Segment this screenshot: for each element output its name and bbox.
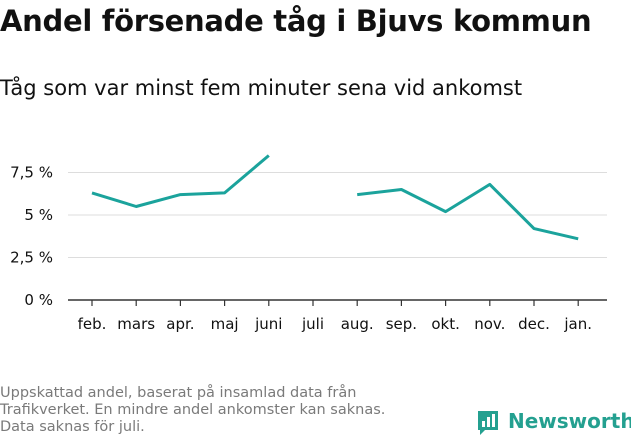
footnote-line-2: Trafikverket. En mindre andel ankomster …	[0, 402, 386, 418]
y-tick-label: 5 %	[24, 206, 53, 224]
y-tick-label: 7,5 %	[10, 164, 53, 182]
footnote-line-3: Data saknas för juli.	[0, 419, 145, 435]
footnote-line-1: Uppskattad andel, baserat på insamlad da…	[0, 385, 357, 401]
x-tick-label: feb.	[78, 315, 107, 333]
bar-chart-icon	[478, 411, 498, 435]
y-tick-label: 2,5 %	[10, 249, 53, 267]
footnote: Uppskattad andel, baserat på insamlad da…	[0, 385, 385, 436]
brand-name: Newsworthy	[508, 409, 631, 433]
x-tick-label: sep.	[386, 315, 417, 333]
line-chart: 0 % 2,5 % 5 % 7,5 % feb. mars apr. maj juni juli…	[10, 154, 607, 333]
x-tick-label: okt.	[431, 315, 460, 333]
x-tick-label: juli	[301, 315, 324, 333]
x-tick-label: apr.	[166, 315, 194, 333]
series-line-segment	[91, 154, 270, 208]
x-tick-label: dec.	[518, 315, 550, 333]
x-tick-label: mars	[117, 315, 155, 333]
series-line-segment	[357, 182, 579, 241]
x-tick-label: aug.	[341, 315, 374, 333]
x-tick-label: juni	[254, 315, 282, 333]
x-tick-label: nov.	[474, 315, 505, 333]
chart-title: Andel försenade tåg i Bjuvs kommun	[0, 4, 592, 38]
y-tick-label: 0 %	[24, 291, 53, 309]
x-tick-label: jan.	[563, 315, 592, 333]
chart-subtitle: Tåg som var minst fem minuter sena vid a…	[0, 76, 523, 100]
x-tick-label: maj	[211, 315, 239, 333]
